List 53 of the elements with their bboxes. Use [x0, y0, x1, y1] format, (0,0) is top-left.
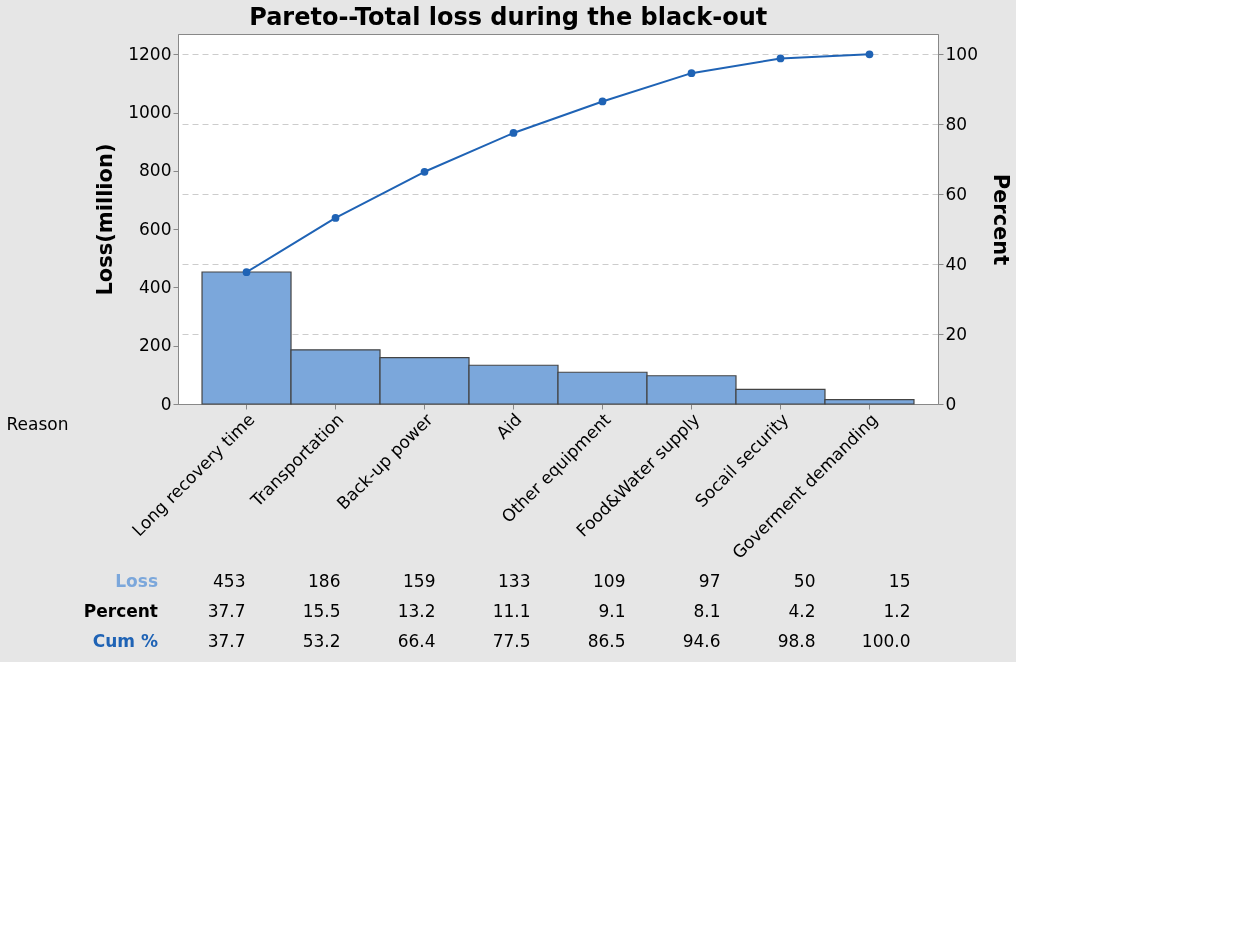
y2-tick-label: 40 [945, 253, 968, 274]
data-label: 86.5 [587, 631, 626, 651]
x-axis-title: Reason [6, 413, 69, 434]
y2-tick-label: 0 [945, 393, 957, 414]
y2-tick-label: 60 [945, 183, 968, 204]
y-tick-label: 800 [139, 160, 172, 181]
text: 1.2 [883, 601, 911, 621]
data-label: 66.4 [397, 631, 436, 651]
data-label: 186 [308, 571, 341, 591]
text: Loss [115, 571, 158, 591]
data-label: 159 [403, 571, 436, 591]
y2-axis-title: Percent [988, 173, 1013, 266]
data-label: 53.2 [302, 631, 341, 651]
y-tick-label: 400 [139, 276, 172, 297]
y2-tick-label: 80 [945, 113, 968, 134]
text: 13.2 [397, 601, 436, 621]
point [865, 50, 874, 59]
point [242, 268, 251, 277]
text: Cum % [92, 631, 158, 651]
y-tick-label: 1000 [128, 102, 172, 123]
text: 11.1 [492, 601, 531, 621]
y-axis-title: Loss(million) [93, 143, 118, 296]
data-label: 109 [593, 571, 626, 591]
point [331, 214, 340, 222]
text: 4.2 [788, 601, 816, 621]
y-tick-label: 1200 [128, 43, 172, 64]
point [420, 167, 429, 176]
chart-title: Pareto--Total loss during the black-out [249, 2, 768, 31]
data-label: 94.6 [682, 631, 721, 651]
text: 15.5 [302, 601, 341, 621]
text: 8.1 [693, 601, 721, 621]
y-tick-label: 200 [139, 335, 172, 356]
point [509, 129, 518, 137]
x-tick-label: Aid [492, 409, 526, 443]
point [776, 54, 785, 63]
text: 37.7 [207, 601, 246, 621]
y-tick-label: 600 [139, 218, 172, 239]
data-label: 97 [698, 571, 721, 591]
data-label: 50 [793, 571, 816, 591]
point [598, 97, 607, 106]
data-label: 100.0 [861, 631, 911, 651]
point [687, 69, 696, 78]
data-label: 98.8 [777, 631, 816, 651]
text: Percent [83, 601, 158, 621]
data-label: 15 [888, 571, 911, 591]
y2-tick-label: 20 [945, 323, 968, 344]
data-label: 453 [213, 571, 246, 591]
data-label: 77.5 [492, 631, 531, 651]
text: 9.1 [598, 601, 626, 621]
y-tick-label: 0 [160, 393, 172, 414]
data-label: 37.7 [207, 631, 246, 651]
y2-tick-label: 100 [945, 43, 978, 64]
data-label: 133 [498, 571, 531, 591]
